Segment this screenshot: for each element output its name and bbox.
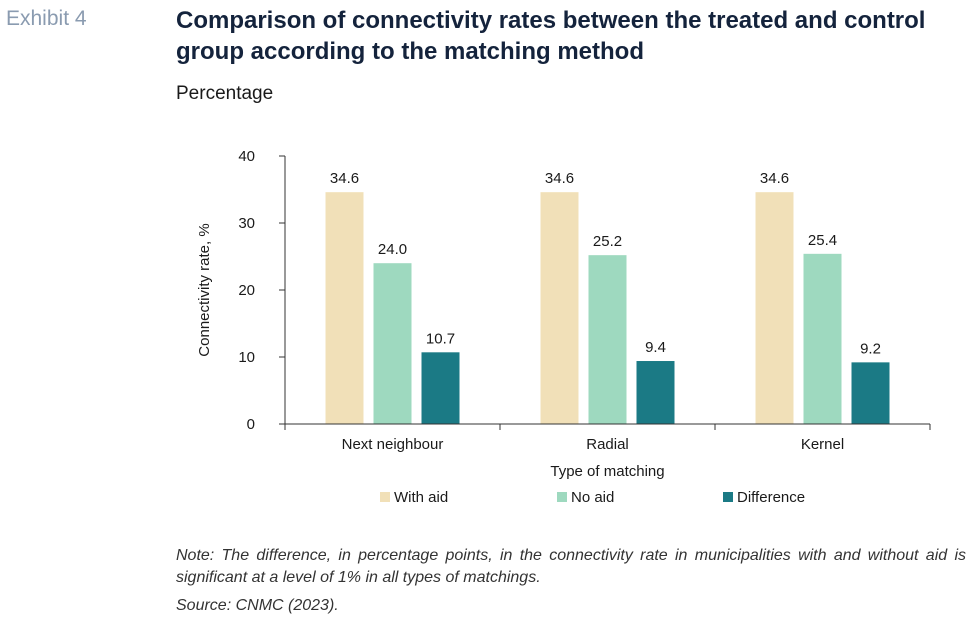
- note-text: Note: The difference, in percentage poin…: [176, 547, 966, 586]
- y-axis-title: Connectivity rate, %: [196, 223, 213, 356]
- data-label: 9.4: [645, 339, 666, 356]
- bars-group: 34.6 24.0 10.7 34.6 25.2 9.4 34.6 25.4 9.2: [325, 170, 890, 424]
- x-tick-label: Kernel: [801, 436, 844, 453]
- chart-subtitle: Percentage: [176, 83, 274, 104]
- legend-swatch: [723, 492, 733, 502]
- bar: [540, 192, 579, 424]
- y-tick-label: 0: [247, 416, 255, 433]
- axes-group: Next neighbour Radial Kernel 0 10 20 30 40 Type …: [196, 148, 931, 480]
- bar: [851, 362, 890, 424]
- legend-swatch: [557, 492, 567, 502]
- legend: With aid No aid Difference: [380, 489, 805, 506]
- data-label: 34.6: [330, 170, 359, 187]
- x-axis-title: Type of matching: [550, 463, 664, 480]
- bar: [325, 192, 364, 424]
- bar: [588, 255, 627, 424]
- y-tick-label: 10: [238, 349, 255, 366]
- bar: [803, 253, 842, 424]
- bar: [636, 361, 675, 424]
- data-label: 34.6: [545, 170, 574, 187]
- x-tick-label: Next neighbour: [342, 436, 444, 453]
- data-label: 24.0: [378, 241, 407, 258]
- data-label: 9.2: [860, 340, 881, 357]
- legend-label: Difference: [737, 489, 805, 506]
- bar: [421, 352, 460, 424]
- x-tick-label: Radial: [586, 436, 629, 453]
- bar-chart: 34.6 24.0 10.7 34.6 25.2 9.4 34.6 25.4 9.2 Next …: [196, 148, 931, 506]
- exhibit-label: Exhibit 4: [6, 7, 87, 30]
- y-tick-label: 40: [238, 148, 255, 165]
- legend-label: No aid: [571, 489, 614, 506]
- bar: [755, 192, 794, 424]
- chart-title: Comparison of connectivity rates between…: [176, 7, 926, 65]
- data-label: 10.7: [426, 330, 455, 347]
- legend-swatch: [380, 492, 390, 502]
- legend-label: With aid: [394, 489, 448, 506]
- data-label: 25.4: [808, 232, 837, 249]
- data-label: 34.6: [760, 170, 789, 187]
- y-tick-label: 20: [238, 282, 255, 299]
- data-label: 25.2: [593, 233, 622, 250]
- source-text: Source: CNMC (2023).: [176, 597, 339, 614]
- y-tick-label: 30: [238, 215, 255, 232]
- bar: [373, 263, 412, 424]
